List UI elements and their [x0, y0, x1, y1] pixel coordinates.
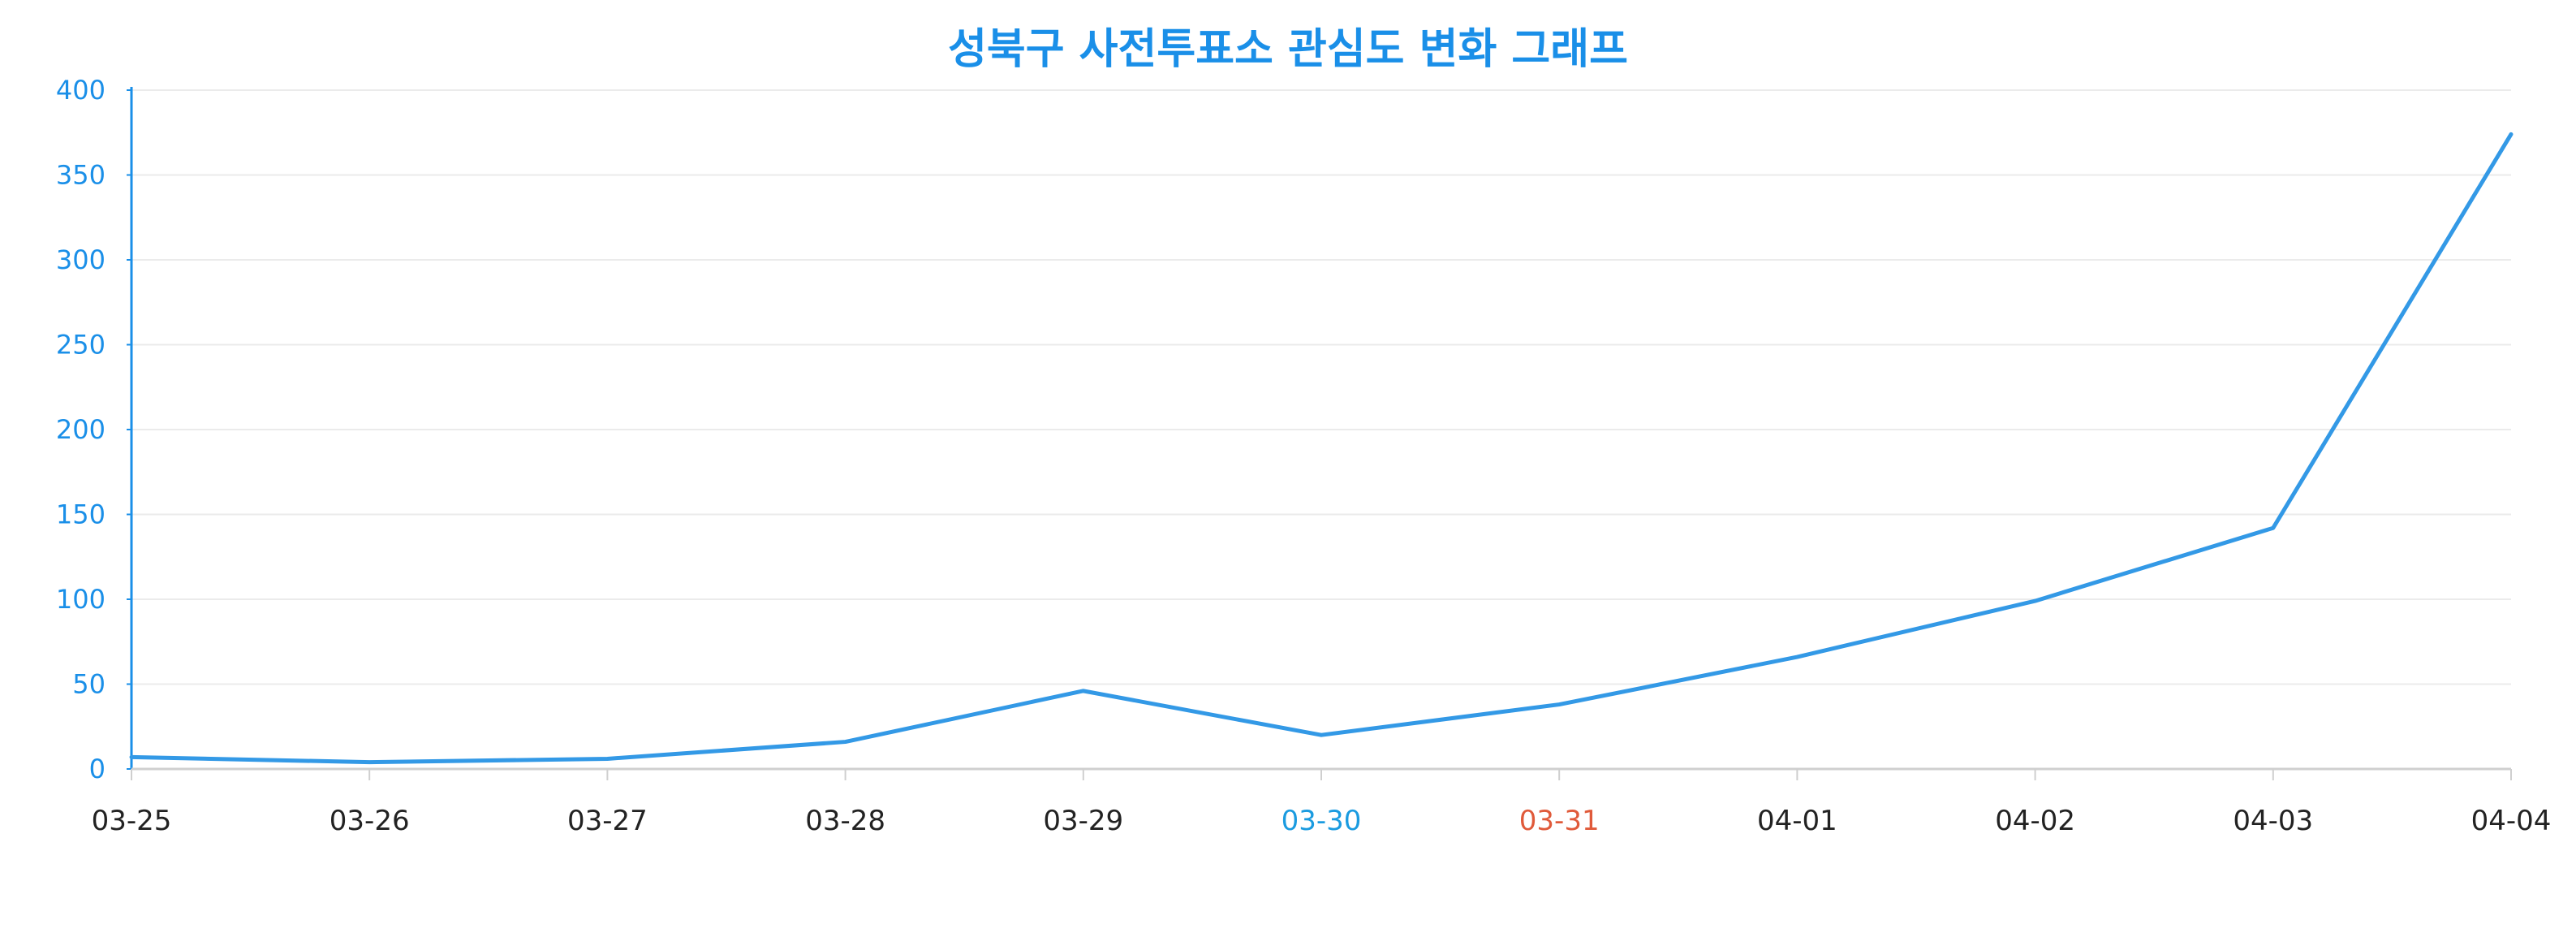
data-point	[1320, 734, 1322, 736]
data-point	[2510, 133, 2512, 135]
x-tick-label: 03-30	[1282, 805, 1362, 837]
series-line	[129, 132, 2514, 765]
x-tick-label: 03-25	[92, 805, 172, 837]
x-tick-label: 04-02	[1995, 805, 2075, 837]
data-point	[606, 758, 608, 759]
y-axis-ticks: 0 50 100 150 200 250 300 350 400	[56, 75, 131, 784]
y-tick-label: 400	[56, 75, 106, 106]
data-point	[845, 741, 846, 743]
x-tick-label: 03-26	[330, 805, 410, 837]
axes	[130, 87, 2511, 771]
x-tick-label: 03-31	[1519, 805, 1600, 837]
y-tick-label: 300	[56, 244, 106, 275]
series-lines	[129, 132, 2514, 765]
chart-title: 성북구 사전투표소 관심도 변화 그래프	[948, 25, 1628, 74]
y-tick-label: 0	[89, 754, 106, 784]
x-tick-label: 04-04	[2471, 805, 2552, 837]
y-tick-label: 150	[56, 499, 106, 530]
data-point	[1796, 656, 1798, 658]
x-tick-label: 03-27	[567, 805, 648, 837]
y-tick-label: 50	[72, 669, 106, 700]
y-tick-label: 250	[56, 330, 106, 361]
y-tick-label: 100	[56, 584, 106, 615]
x-tick-label: 04-01	[1757, 805, 1837, 837]
x-tick-label: 04-03	[2233, 805, 2313, 837]
data-point	[1558, 704, 1560, 706]
data-point	[131, 756, 132, 758]
data-point	[2272, 527, 2274, 529]
x-tick-label: 03-29	[1043, 805, 1123, 837]
grid-lines	[131, 89, 2511, 685]
y-tick-label: 350	[56, 160, 106, 191]
x-axis-ticks: 03-25 03-26 03-27 03-28 03-29 03-30 03-31 04-01…	[92, 769, 2552, 837]
y-tick-label: 200	[56, 414, 106, 445]
x-tick-label: 03-28	[805, 805, 885, 837]
